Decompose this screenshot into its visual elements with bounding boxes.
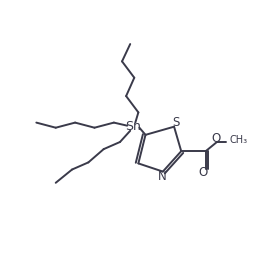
Text: N: N [158, 170, 167, 183]
Text: CH₃: CH₃ [229, 135, 247, 145]
Text: O: O [211, 132, 220, 145]
Text: Sn: Sn [125, 120, 141, 133]
Text: O: O [199, 166, 208, 179]
Text: S: S [172, 116, 179, 129]
